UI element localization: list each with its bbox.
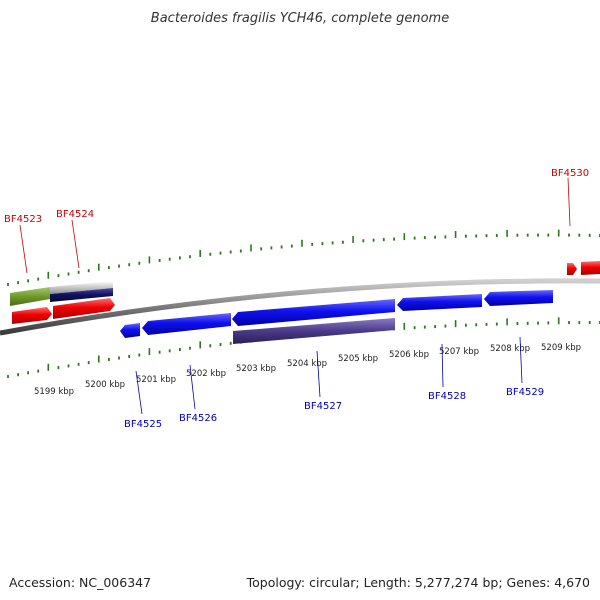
gene-bf4526-arrow[interactable] xyxy=(142,313,231,335)
gene-label-bf4527[interactable]: BF4527 xyxy=(304,401,342,412)
forward-genes xyxy=(10,261,600,324)
gene-label-bf4530[interactable]: BF4530 xyxy=(551,168,589,179)
kbp-label: 5199 kbp xyxy=(34,387,74,397)
kbp-label: 5202 kbp xyxy=(186,369,226,379)
leader-bf4527 xyxy=(316,350,321,398)
gene-bf4525-arrow[interactable] xyxy=(120,323,140,338)
gene-labels: BF4523 BF4524 BF4530 BF4525 BF4526 BF452… xyxy=(4,168,589,430)
gene-label-bf4528[interactable]: BF4528 xyxy=(428,391,466,402)
gene-bf4523-arrow[interactable] xyxy=(12,307,52,324)
gene-label-bf4529[interactable]: BF4529 xyxy=(506,387,544,398)
kbp-label: 5208 kbp xyxy=(490,344,530,354)
gene-olive[interactable] xyxy=(10,287,50,306)
genome-summary-text: Topology: circular; Length: 5,277,274 bp… xyxy=(246,575,590,590)
gene-label-bf4526[interactable]: BF4526 xyxy=(179,413,217,424)
leader-bf4529 xyxy=(519,336,523,384)
gene-navy[interactable] xyxy=(50,288,113,302)
map-title: Bacteroides fragilis YCH46, complete gen… xyxy=(151,11,449,26)
genome-backbone xyxy=(0,278,600,336)
gene-bf4527-arrow[interactable] xyxy=(232,299,395,326)
kbp-scale-labels: 5199 kbp 5200 kbp 5201 kbp 5202 kbp 5203… xyxy=(34,343,581,397)
gene-label-bf4525[interactable]: BF4525 xyxy=(124,419,162,430)
leader-bf4524 xyxy=(71,219,80,269)
kbp-label: 5201 kbp xyxy=(136,375,176,385)
leader-bf4525 xyxy=(135,370,143,415)
kbp-label: 5200 kbp xyxy=(85,380,125,390)
kbp-label: 5205 kbp xyxy=(338,354,378,364)
accession-text: Accession: NC_006347 xyxy=(9,575,152,590)
gene-leader-lines xyxy=(19,177,571,415)
gene-bf4529-arrow[interactable] xyxy=(484,290,553,306)
kbp-label: 5204 kbp xyxy=(287,359,327,369)
kbp-label: 5206 kbp xyxy=(389,350,429,360)
kbp-label: 5209 kbp xyxy=(541,343,581,353)
gene-purple-bar[interactable] xyxy=(233,318,395,344)
gene-bf4528-arrow[interactable] xyxy=(397,294,482,311)
kbp-label: 5203 kbp xyxy=(236,364,276,374)
gene-bf4530-tail[interactable] xyxy=(581,261,600,275)
gene-label-bf4524[interactable]: BF4524 xyxy=(56,209,94,220)
leader-bf4530 xyxy=(567,177,571,227)
gene-grey[interactable] xyxy=(50,281,113,294)
upper-tick-row xyxy=(7,229,600,286)
reverse-genes xyxy=(120,290,553,344)
leader-bf4528 xyxy=(441,343,444,388)
gene-label-bf4523[interactable]: BF4523 xyxy=(4,214,42,225)
leader-bf4526 xyxy=(189,364,196,410)
leader-bf4523 xyxy=(19,224,28,274)
gene-bf4524-arrow[interactable] xyxy=(53,298,115,319)
gene-bf4530-arrow[interactable] xyxy=(567,263,577,275)
kbp-label: 5207 kbp xyxy=(439,347,479,357)
